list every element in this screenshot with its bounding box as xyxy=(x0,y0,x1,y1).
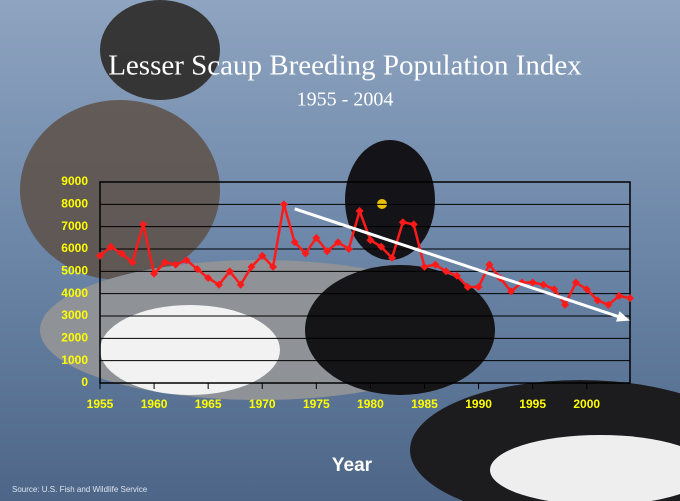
x-tick-label: 1955 xyxy=(87,397,114,411)
data-point xyxy=(128,258,137,267)
y-tick-label: 5000 xyxy=(61,264,88,278)
data-point xyxy=(539,280,548,289)
duck-shape xyxy=(20,100,220,280)
x-tick-label: 1965 xyxy=(195,397,222,411)
y-tick-label: 8000 xyxy=(61,197,88,211)
data-point xyxy=(269,262,278,271)
y-tick-label: 7000 xyxy=(61,219,88,233)
x-tick-label: 1970 xyxy=(249,397,276,411)
data-point xyxy=(485,260,494,269)
chart-subtitle: 1955 - 2004 xyxy=(297,89,394,111)
data-point xyxy=(193,265,202,274)
x-tick-label: 1975 xyxy=(303,397,330,411)
data-point xyxy=(279,200,288,209)
y-tick-label: 9000 xyxy=(61,174,88,188)
duck-shape xyxy=(100,305,280,395)
data-point xyxy=(452,271,461,280)
data-point xyxy=(344,245,353,253)
duck-shape xyxy=(305,265,495,395)
x-tick-label: 1995 xyxy=(519,397,546,411)
data-point xyxy=(214,280,223,289)
data-point xyxy=(96,251,104,260)
data-point xyxy=(388,253,397,262)
data-point xyxy=(160,258,169,267)
y-tick-label: 2000 xyxy=(61,331,88,345)
duck-shape xyxy=(100,0,220,100)
data-point xyxy=(442,267,451,276)
data-point xyxy=(507,287,516,296)
data-point xyxy=(550,285,559,294)
data-point xyxy=(463,282,472,291)
x-tick-label: 1985 xyxy=(411,397,438,411)
trend-arrow xyxy=(294,207,623,320)
data-point xyxy=(593,296,602,305)
data-point xyxy=(139,220,148,229)
data-point xyxy=(225,267,234,276)
data-point xyxy=(604,300,613,309)
data-point xyxy=(117,249,126,258)
x-axis-title: Year xyxy=(332,455,373,476)
data-point xyxy=(290,238,299,247)
data-point xyxy=(355,207,364,216)
data-point xyxy=(377,242,386,251)
data-point xyxy=(409,220,418,229)
data-point xyxy=(571,278,580,287)
x-tick-label: 2000 xyxy=(573,397,600,411)
data-point xyxy=(582,285,591,294)
y-tick-label: 4000 xyxy=(61,286,88,300)
y-tick-label: 1000 xyxy=(61,353,88,367)
y-tick-label: 0 xyxy=(81,375,88,389)
data-point xyxy=(171,260,180,269)
y-tick-label: 3000 xyxy=(61,308,88,322)
y-tick-label: 6000 xyxy=(61,241,88,255)
data-point xyxy=(431,260,440,269)
data-point xyxy=(528,278,537,287)
data-point xyxy=(204,274,213,283)
data-point xyxy=(626,294,634,303)
duck-shape xyxy=(490,435,680,501)
data-point xyxy=(150,269,159,278)
data-point xyxy=(474,282,483,291)
x-tick-label: 1980 xyxy=(357,397,384,411)
x-tick-label: 1960 xyxy=(141,397,168,411)
data-point xyxy=(301,249,310,258)
source-note: Source: U.S. Fish and Wildlife Service xyxy=(12,485,148,494)
data-point xyxy=(236,280,245,289)
plot-frame xyxy=(99,181,631,384)
x-tick-label: 1990 xyxy=(465,397,492,411)
trend-arrowhead xyxy=(616,311,630,322)
data-point xyxy=(106,242,115,251)
data-point xyxy=(247,262,256,271)
data-point xyxy=(333,238,342,247)
data-point xyxy=(182,256,191,265)
data-point xyxy=(258,251,267,260)
data-point xyxy=(615,291,624,300)
data-point xyxy=(323,247,332,256)
chart-title: Lesser Scaup Breeding Population Index xyxy=(108,50,582,82)
data-point xyxy=(366,236,375,245)
data-point xyxy=(398,218,407,227)
data-point xyxy=(312,233,321,242)
data-point xyxy=(420,262,429,271)
data-point xyxy=(561,300,570,309)
